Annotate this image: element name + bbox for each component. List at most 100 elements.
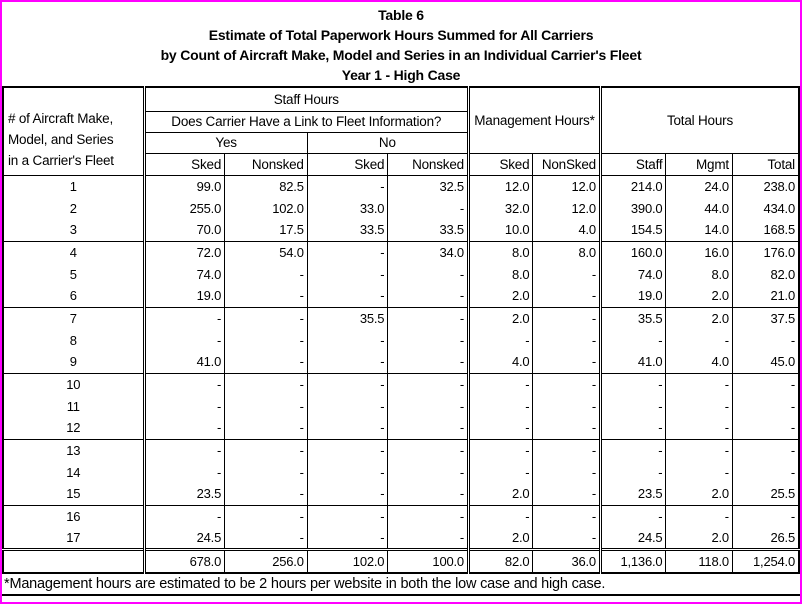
value-cell: -	[142, 329, 226, 351]
value-cell: 19.0	[142, 285, 226, 307]
table-row: 14- - - - - - - - -	[2, 461, 800, 483]
fleet-count-cell: 2	[2, 197, 145, 219]
col-header-mgmt-sked: Sked	[466, 152, 534, 176]
value-cell: -	[532, 527, 601, 549]
value-cell: -	[142, 438, 226, 461]
value-cell: -	[532, 483, 601, 505]
value-cell: 70.0	[142, 219, 226, 241]
fleet-count-cell: 10	[2, 372, 145, 395]
value-cell: 32.5	[387, 174, 469, 197]
value-cell: -	[731, 461, 800, 483]
table-row: 7- -35.5-2.0-35.5 2.0 37.5	[2, 306, 800, 329]
value-cell: 255.0	[142, 197, 226, 219]
value-cell: -	[224, 351, 308, 373]
value-cell: 25.5	[731, 483, 800, 505]
value-cell: -	[665, 417, 733, 439]
value-cell: -	[731, 504, 800, 527]
table-row: 13- - - - - - - - -	[2, 438, 800, 461]
table-row: 6 19.0- - -2.0-19.0 2.0 21.0	[2, 285, 800, 307]
value-cell: -	[387, 285, 469, 307]
col-header-total-mgmt: Mgmt	[665, 152, 733, 176]
table-row: 5 74.0- - -8.0-74.0 8.0 82.0	[2, 263, 800, 285]
value-cell: -	[224, 438, 308, 461]
value-cell: 72.0	[142, 240, 226, 263]
value-cell: -	[598, 438, 667, 461]
table-title-block: Table 6 Estimate of Total Paperwork Hour…	[2, 2, 800, 86]
value-cell: -	[665, 395, 733, 417]
fleet-count-cell: 6	[2, 285, 145, 307]
value-cell: -	[306, 438, 389, 461]
value-cell: -	[532, 461, 601, 483]
value-cell: -	[532, 285, 601, 307]
value-cell: 36.0	[532, 547, 601, 573]
value-cell: 214.0	[598, 174, 667, 197]
value-cell: 2.0	[665, 306, 733, 329]
total-hours-header: Total Hours	[598, 86, 800, 154]
col-header-mgmt-nonsked: NonSked	[532, 152, 601, 176]
value-cell: 54.0	[224, 240, 308, 263]
value-cell: -	[532, 263, 601, 285]
col-header-no-sked: Sked	[306, 152, 389, 176]
value-cell: -	[224, 306, 308, 329]
value-cell: 21.0	[731, 285, 800, 307]
value-cell: -	[532, 329, 601, 351]
value-cell: -	[387, 372, 469, 395]
value-cell: 33.5	[387, 219, 469, 241]
value-cell: -	[306, 417, 389, 439]
value-cell: 8.0	[532, 240, 601, 263]
value-cell: -	[224, 504, 308, 527]
table-row: 4 72.0 54.0-34.0 8.0 8.0 160.0 16.0 176.0	[2, 240, 800, 263]
staff-hours-header: Staff Hours	[142, 86, 469, 112]
table-row: 3 70.0 17.5 33.5 33.5 10.0 4.0 154.5 14.0 168.5	[2, 219, 800, 241]
paperwork-hours-table: # of Aircraft Make, Model, and Series in…	[2, 86, 800, 574]
table-row: 10- - - - - - - - -	[2, 372, 800, 395]
value-cell: -	[306, 504, 389, 527]
value-cell: -	[532, 306, 601, 329]
value-cell: -	[306, 351, 389, 373]
value-cell: -	[387, 483, 469, 505]
value-cell: 17.5	[224, 219, 308, 241]
value-cell: -	[532, 395, 601, 417]
fleet-count-cell: 17	[2, 527, 145, 549]
value-cell: -	[387, 306, 469, 329]
value-cell: -	[466, 372, 534, 395]
value-cell: 390.0	[598, 197, 667, 219]
value-cell: 100.0	[387, 547, 469, 573]
value-cell: -	[306, 372, 389, 395]
value-cell: -	[532, 438, 601, 461]
fleet-count-cell: 3	[2, 219, 145, 241]
value-cell: -	[466, 438, 534, 461]
value-cell: 8.0	[665, 263, 733, 285]
value-cell: -	[306, 285, 389, 307]
value-cell: -	[731, 329, 800, 351]
value-cell: -	[598, 504, 667, 527]
value-cell: 33.5	[306, 219, 389, 241]
value-cell: 8.0	[466, 240, 534, 263]
value-cell: -	[532, 372, 601, 395]
value-cell: -	[731, 372, 800, 395]
value-cell: -	[466, 395, 534, 417]
value-cell: -	[731, 395, 800, 417]
value-cell: 14.0	[665, 219, 733, 241]
fleet-count-cell: 7	[2, 306, 145, 329]
value-cell: -	[598, 461, 667, 483]
value-cell: 118.0	[665, 547, 733, 573]
col-header-yes-sked: Sked	[142, 152, 226, 176]
value-cell: -	[387, 329, 469, 351]
fleet-count-cell: 11	[2, 395, 145, 417]
fleet-count-cell: 8	[2, 329, 145, 351]
value-cell: -	[306, 174, 389, 197]
value-cell: 238.0	[731, 174, 800, 197]
value-cell: -	[665, 372, 733, 395]
value-cell: -	[387, 263, 469, 285]
value-cell: 176.0	[731, 240, 800, 263]
title-line-estimate: Estimate of Total Paperwork Hours Summed…	[208, 27, 594, 43]
value-cell: 44.0	[665, 197, 733, 219]
fleet-count-column-header: # of Aircraft Make, Model, and Series in…	[2, 86, 145, 176]
fleet-link-question-header: Does Carrier Have a Link to Fleet Inform…	[142, 110, 469, 133]
value-cell: 168.5	[731, 219, 800, 241]
value-cell: 434.0	[731, 197, 800, 219]
value-cell: 82.0	[466, 547, 534, 573]
value-cell: -	[387, 504, 469, 527]
value-cell: -	[598, 395, 667, 417]
